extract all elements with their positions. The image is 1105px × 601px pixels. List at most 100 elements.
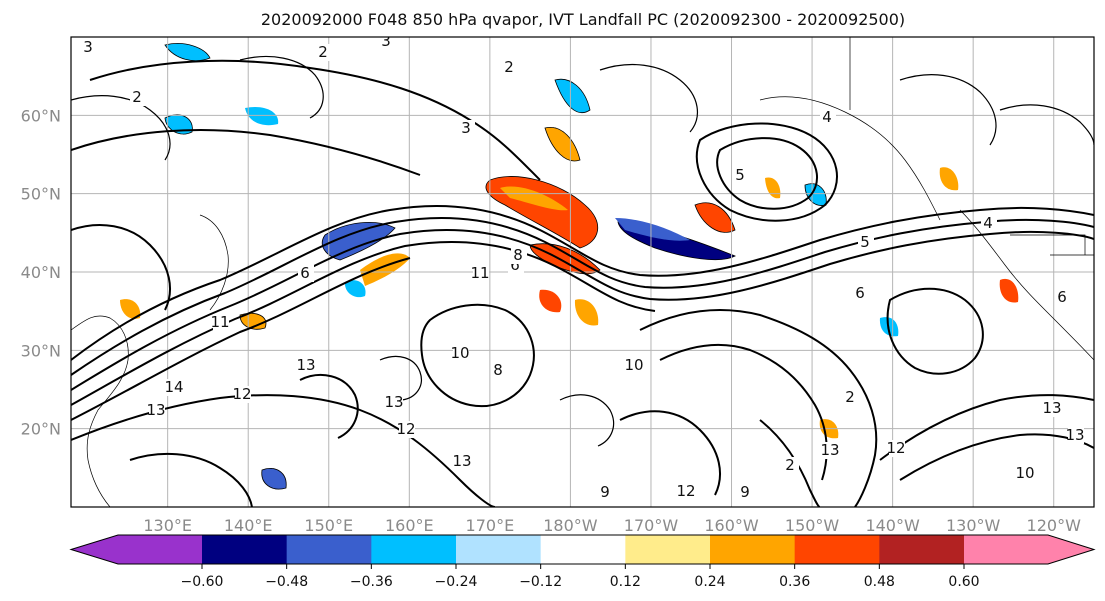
low-contour — [716, 137, 819, 210]
thin-contour — [239, 55, 324, 119]
contour-label: 8 — [493, 361, 503, 379]
orange-anomaly-patch — [765, 177, 781, 199]
contour-label-background — [379, 37, 395, 50]
contour-label: 2 — [318, 43, 328, 61]
contour-label-background — [1018, 465, 1034, 482]
latitude-label: 30°N — [21, 341, 61, 360]
longitude-label: 180°W — [543, 516, 598, 535]
jet-contour — [71, 229, 1094, 391]
contour-label: 13 — [146, 401, 165, 419]
contour-label: 6 — [855, 284, 865, 302]
thin-contour — [599, 63, 698, 133]
latitude-label: 40°N — [21, 263, 61, 282]
contour-label: 12 — [886, 439, 905, 457]
latitude-label: 60°N — [21, 106, 61, 125]
contour-label: 4 — [983, 214, 993, 232]
contour-label-background — [316, 44, 332, 61]
contour-label-background — [820, 109, 836, 126]
colorbar-segment — [879, 535, 965, 564]
contour-label-background — [843, 389, 859, 406]
colorbar-tick-label: 0.48 — [864, 574, 895, 590]
colorbar-segment — [540, 535, 626, 564]
east-contour — [639, 309, 878, 507]
contour-label-background — [1055, 289, 1071, 306]
orange-anomaly-patch — [539, 289, 562, 313]
contour-label: 12 — [232, 385, 251, 403]
low-contour — [695, 122, 838, 222]
orange-anomaly-patch — [120, 299, 141, 319]
contour-label: 3 — [461, 119, 471, 137]
colorbar-segment — [625, 535, 711, 564]
contour-label: 10 — [1015, 464, 1034, 482]
contour-label: 6 — [510, 256, 520, 274]
figure-title: 2020092000 F048 850 hPa qvapor, IVT Land… — [261, 10, 905, 29]
jet-contour — [71, 241, 656, 406]
east-contour — [886, 287, 984, 375]
blue-anomaly-patch — [245, 106, 279, 126]
contour-label-background — [491, 362, 507, 379]
blue-anomaly-patch — [261, 468, 287, 490]
contour-label-background — [130, 89, 146, 106]
colorbar-tick-label: −0.60 — [181, 574, 224, 590]
contour-label: 13 — [384, 393, 403, 411]
colorbar-segment — [456, 535, 542, 564]
contour-label-background — [627, 357, 643, 374]
contour-label-background — [235, 386, 251, 403]
contour-label-background — [1068, 427, 1084, 444]
contour-label-background — [298, 265, 314, 282]
contour-label: 12 — [676, 482, 695, 500]
contour-label: 2 — [785, 456, 795, 474]
latitude-labels: 60°N 50°N 40°N 30°N 20°N — [21, 106, 61, 438]
jet-contour — [71, 257, 411, 421]
contour-label-background — [823, 442, 839, 459]
blue-anomaly-patch — [321, 222, 396, 261]
colorbar-segment-low — [71, 535, 202, 564]
colorbar-segment — [794, 535, 880, 564]
north-contour — [71, 129, 421, 176]
contour-label-background — [598, 484, 614, 501]
thin-contour — [559, 394, 615, 447]
contour-label-background — [853, 285, 869, 302]
asia-coastline — [71, 315, 129, 507]
orange-anomaly-patch — [500, 186, 568, 211]
contour-label: 9 — [740, 483, 750, 501]
contour-label: 5 — [860, 233, 870, 251]
contour-label-background — [149, 402, 165, 419]
colorbar-tick-label: −0.12 — [519, 574, 562, 590]
contour-label-background — [733, 167, 749, 184]
contour-label-background — [679, 483, 695, 500]
thin-contour — [999, 104, 1094, 146]
longitude-label: 160°E — [385, 516, 434, 535]
contour-label: 13 — [1042, 399, 1061, 417]
contour-label-background — [1045, 400, 1061, 417]
west-contour — [71, 224, 171, 311]
colorbar-tick-label: 0.36 — [779, 574, 810, 590]
east-contour — [659, 343, 828, 481]
blue-anomaly-patch — [615, 218, 690, 241]
contour-label: 4 — [822, 108, 832, 126]
contour-label: 3 — [381, 32, 391, 50]
thin-contours — [71, 55, 1094, 447]
longitude-label: 140°E — [224, 516, 273, 535]
west-contour — [129, 452, 253, 507]
contour-label: 13 — [1065, 426, 1084, 444]
contour-label: 10 — [624, 356, 643, 374]
colorbar-tick-label: 0.24 — [694, 574, 725, 590]
orange-anomaly-patch — [939, 167, 959, 191]
latitude-label: 20°N — [21, 420, 61, 439]
orange-anomaly-patch — [529, 243, 601, 275]
orange-anomaly-patch — [999, 278, 1019, 303]
contour-label: 11 — [210, 313, 229, 331]
contour-label-background — [387, 394, 403, 411]
blue-anomaly-patch — [554, 78, 591, 114]
longitude-label: 150°W — [785, 516, 840, 535]
colorbar-tick-label: −0.24 — [435, 574, 478, 590]
north-contour — [89, 59, 541, 181]
contour-label-background — [299, 357, 315, 374]
longitude-label: 120°W — [1027, 516, 1082, 535]
contour-label: 8 — [513, 246, 523, 264]
us-state-lines — [1010, 234, 1094, 256]
longitude-label: 160°W — [704, 516, 759, 535]
contour-label-background — [453, 345, 469, 362]
